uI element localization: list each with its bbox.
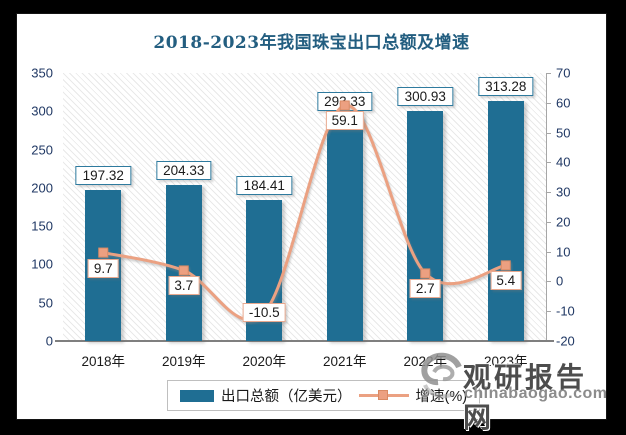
line-value-label: 5.4 <box>490 271 522 291</box>
left-axis-tick-label: 200 <box>31 180 53 196</box>
left-axis-tick-label: 0 <box>45 333 53 349</box>
right-axis-tick <box>546 251 551 253</box>
left-axis-tick-label: 150 <box>31 218 53 234</box>
left-axis-tick-label: 350 <box>31 65 53 81</box>
line-value-label: 9.7 <box>87 258 119 278</box>
right-axis-tick <box>546 221 551 223</box>
right-axis-tick <box>546 73 551 74</box>
x-axis-label: 2018年 <box>81 354 126 369</box>
x-axis-label: 2023年 <box>483 354 528 369</box>
right-axis-tick-label: 70 <box>556 65 571 81</box>
right-axis-tick-label: 60 <box>556 95 571 111</box>
x-axis-label: 2019年 <box>161 354 206 369</box>
right-axis-tick <box>546 281 551 283</box>
x-axis-label: 2021年 <box>322 354 367 369</box>
watermark-logo-icon <box>419 345 465 408</box>
x-axis-line <box>55 340 554 342</box>
line-value-label: 3.7 <box>168 276 200 296</box>
legend: 出口总额（亿美元） 增速(%) <box>167 380 481 411</box>
chart-panel: 2018-2023年我国珠宝出口总额及增速 350 300 250 200 150 100… <box>16 13 608 433</box>
bar-value-label: 313.28 <box>478 77 534 97</box>
bar <box>165 184 202 341</box>
right-axis-line <box>546 73 547 341</box>
line-value-label: -10.5 <box>242 302 286 322</box>
right-axis-tick <box>546 132 551 134</box>
bar-value-label: 197.32 <box>75 165 131 185</box>
right-axis-tick-label: 10 <box>556 244 571 260</box>
line-value-label: 59.1 <box>325 111 364 131</box>
x-axis-label: 2020年 <box>242 354 287 369</box>
bar-value-label: 293.33 <box>317 92 373 112</box>
right-axis-tick-label: -10 <box>556 303 575 319</box>
right-axis-tick-label: 50 <box>556 125 571 141</box>
bar-value-label: 184.41 <box>236 175 292 195</box>
right-axis-tick <box>546 102 551 104</box>
legend-line-marker-icon <box>358 390 409 401</box>
right-axis-tick-label: 40 <box>556 154 571 170</box>
plot-area: 350 300 250 200 150 100 50 0 70 60 50 40 30 20 10 0 -10-… <box>17 14 606 419</box>
left-axis-tick-label: 100 <box>31 256 53 272</box>
legend-square-marker-icon <box>377 390 388 400</box>
left-axis-tick-label: 50 <box>38 295 53 311</box>
right-axis-tick-label: 20 <box>556 214 571 230</box>
right-axis-tick <box>546 162 551 164</box>
chart-title: 2018-2023年我国珠宝出口总额及增速 <box>153 33 470 53</box>
bar-value-label: 204.33 <box>156 160 212 180</box>
bar <box>326 116 363 341</box>
legend-bar-label: 出口总额（亿美元） <box>221 389 352 405</box>
right-axis-tick-label: 30 <box>556 184 571 200</box>
watermark-site-name: 观研报告网 <box>463 362 588 433</box>
bar <box>487 101 524 341</box>
left-axis-tick-label: 250 <box>31 142 53 158</box>
line-value-label: 2.7 <box>409 279 441 299</box>
left-axis-tick-label: 300 <box>31 103 53 119</box>
right-axis-tick-label: 0 <box>556 273 564 289</box>
right-axis-tick <box>546 192 551 194</box>
bar-value-label: 300.93 <box>397 86 453 106</box>
watermark-domain: chinabaogao.com <box>464 385 608 402</box>
bar <box>407 110 444 341</box>
legend-bar-swatch-icon <box>180 389 214 402</box>
plot-background <box>63 73 546 341</box>
right-axis-tick <box>546 311 551 313</box>
right-axis-tick-label: -20 <box>556 333 575 349</box>
